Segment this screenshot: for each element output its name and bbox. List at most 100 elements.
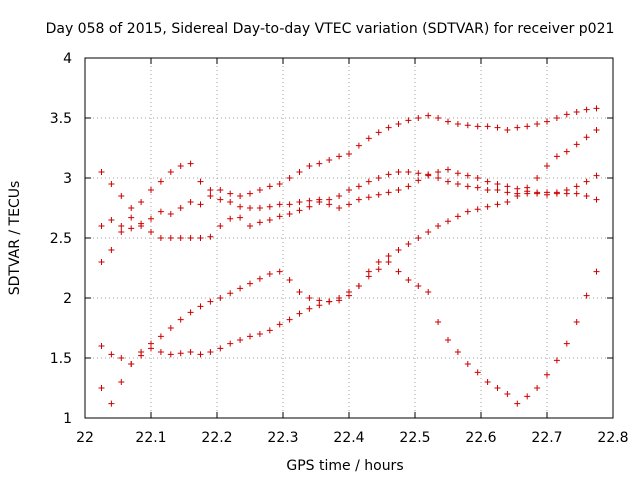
data-point [138,199,145,205]
data-point [207,349,214,355]
data-point [187,160,194,167]
data-point [583,292,590,299]
data-point [494,124,501,131]
data-point [286,175,293,181]
data-point [425,289,432,295]
data-point [207,187,214,193]
data-point [227,290,234,297]
y-tick-label: 2 [63,291,72,307]
data-point [326,157,333,163]
data-point [573,109,580,115]
data-point [553,115,560,121]
data-point [237,193,244,199]
data-point [544,118,550,125]
data-point [395,247,402,253]
plot-frame [84,57,614,419]
data-point [484,187,491,193]
data-point [593,105,600,112]
data-point [464,122,471,129]
data-point [316,302,323,309]
data-point [247,333,253,340]
data-point [405,241,412,247]
data-point [484,178,491,185]
data-point [514,185,521,192]
x-tick-label: 22.3 [267,430,298,446]
data-point [583,134,590,141]
data-point [553,190,560,197]
y-tick-labels: 1 1.5 2 2.5 3 3.5 4 [50,51,72,427]
data-point [276,201,283,208]
data-point [167,325,174,331]
data-point [375,175,382,181]
data-point [217,223,224,229]
data-point [296,289,303,295]
data-point [464,183,471,190]
data-point [355,283,362,289]
data-point [415,177,422,184]
data-point [435,175,442,181]
data-point [365,273,372,280]
x-tick-labels: 22 22.1 22.2 22.3 22.4 22.5 22.6 22.7 22.8 [76,430,629,446]
x-tick-label: 22.2 [201,430,232,446]
data-point [425,229,432,235]
data-point [177,350,184,357]
data-point [148,229,154,235]
data-point [207,298,214,305]
data-point [286,277,293,283]
data-point [544,163,550,169]
data-point [375,259,382,265]
data-point [247,190,253,197]
x-tick-label: 22.1 [135,430,166,446]
data-point [167,351,174,358]
data-point [266,203,273,210]
series-track-4 [98,127,600,407]
data-point [454,121,461,127]
data-point [395,187,402,193]
data-point [524,184,531,191]
data-point [514,124,521,131]
data-point [544,189,550,196]
data-point [563,111,570,118]
data-point [118,355,125,361]
data-point [217,345,224,352]
data-point [484,123,491,130]
data-point [187,199,194,205]
data-point [128,225,135,232]
data-point [157,178,164,185]
data-point [157,235,164,241]
data-point [425,172,432,179]
x-tick-label: 22.4 [333,430,364,446]
data-point [167,169,174,175]
data-point [98,343,105,349]
data-point [385,189,392,196]
data-point [276,213,283,220]
data-point [336,205,343,211]
data-point [247,280,253,287]
data-point [306,197,313,204]
data-point [405,169,412,175]
data-point [237,214,244,221]
data-point [405,277,412,283]
data-point [148,187,154,193]
data-point [296,310,303,317]
data-point [138,352,145,359]
x-axis-label: GPS time / hours [286,458,403,474]
data-point [415,283,422,289]
x-tick-label: 22.5 [399,430,430,446]
data-point [415,115,422,121]
data-point [157,208,164,215]
data-point [197,351,204,358]
data-point [464,361,471,367]
data-point [227,199,234,205]
data-point [217,295,224,301]
data-point [464,208,471,215]
data-point [326,298,333,305]
grid [84,57,614,419]
data-point [583,193,590,199]
data-point [583,178,590,185]
data-point [583,106,590,113]
data-point [306,203,313,210]
data-point [326,201,333,208]
x-tick-label: 22.8 [597,430,628,446]
data-point [573,141,580,148]
